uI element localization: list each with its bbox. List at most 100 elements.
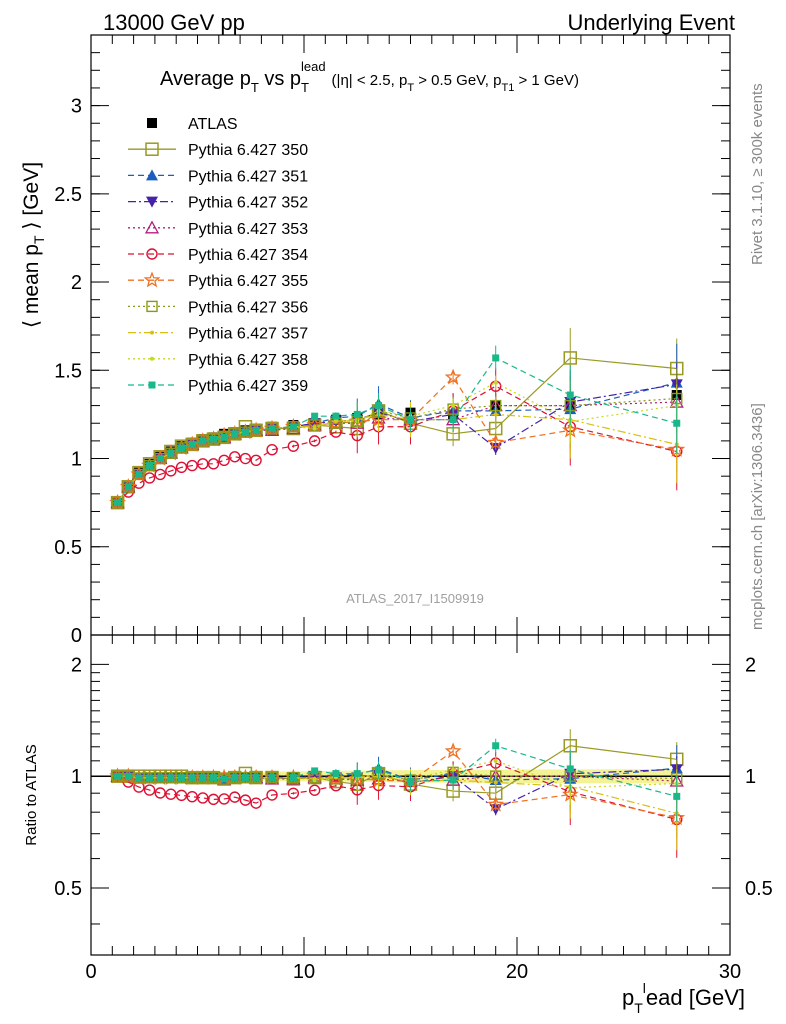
- title-vs: vs p: [259, 68, 301, 90]
- data-point: [250, 454, 262, 466]
- x-axis-label-sup: l: [643, 980, 646, 996]
- legend-label: Pythia 6.427 355: [188, 273, 308, 290]
- data-point: [332, 412, 340, 420]
- legend-label: Pythia 6.427 350: [188, 142, 308, 159]
- title-vs-sup: lead: [301, 59, 326, 74]
- data-point: [287, 440, 300, 452]
- ratio-point: [493, 780, 498, 785]
- y-axis-label-end: ⟩ [GeV]: [20, 162, 43, 236]
- data-point: [133, 468, 145, 481]
- legend-marker: [150, 330, 154, 335]
- ratio-tick-label-right: 0.5: [745, 878, 773, 900]
- ratio-axis-label: Ratio to ATLAS: [23, 744, 40, 845]
- y-tick-label: 1.5: [54, 360, 82, 382]
- ratio-point: [154, 787, 166, 799]
- data-point: [444, 368, 462, 385]
- data-point: [114, 499, 122, 507]
- legend-label: Pythia 6.427 354: [188, 247, 308, 264]
- data-point: [353, 410, 361, 418]
- title-cuts-end: > 1 GeV): [514, 72, 579, 89]
- data-point: [563, 351, 577, 365]
- legend-label: Pythia 6.427 358: [188, 352, 308, 369]
- data-point: [312, 426, 317, 431]
- x-axis-label-p: p: [622, 985, 634, 1010]
- axis-ticks: 0 10 20 30 0 0.5 1 1.5 2 2.5 3 0.5 0.5 1 1 2 2: [54, 35, 773, 983]
- data-point: [209, 435, 217, 443]
- chart-title: Average pT vs pTlead(|η| < 2.5, pT > 0.5…: [160, 59, 579, 95]
- ratio-point: [332, 770, 340, 778]
- title-vs-sub: T: [301, 80, 309, 95]
- ratio-point: [199, 774, 207, 782]
- ratio-tick-label: 1: [71, 766, 82, 788]
- data-point: [207, 458, 220, 470]
- y-axis-label: ⟨ mean pT ⟩ [GeV]: [20, 162, 47, 328]
- ratio-point: [353, 770, 361, 778]
- ratio-tick-label-right: 2: [745, 654, 756, 676]
- ratio-point: [289, 774, 297, 782]
- legend-marker: [146, 169, 158, 181]
- ratio-tick-label-right: 1: [745, 766, 756, 788]
- legend-marker: [148, 381, 156, 389]
- ratio-point: [287, 787, 300, 800]
- data-point: [673, 419, 681, 427]
- data-point: [178, 444, 186, 452]
- ratio-point: [229, 791, 241, 803]
- data-point: [143, 459, 156, 472]
- ratio-point: [493, 758, 498, 763]
- ratio-point: [407, 777, 414, 785]
- ratio-point: [135, 774, 143, 782]
- data-point: [199, 437, 207, 445]
- title-cuts: (|η| < 2.5, p: [332, 72, 408, 89]
- data-point: [186, 459, 198, 472]
- ratio-point: [487, 795, 505, 812]
- ratio-point: [231, 774, 239, 782]
- legend-marker: [146, 196, 158, 208]
- data-point: [165, 465, 177, 477]
- ratio-point: [241, 774, 249, 782]
- ratio-point: [266, 789, 278, 801]
- x-tick-label: 30: [719, 961, 741, 983]
- ratio-point: [186, 790, 198, 803]
- ratio-point: [311, 767, 319, 775]
- ratio-point: [673, 792, 681, 800]
- data-point: [311, 412, 319, 420]
- title-main-sub: T: [251, 80, 259, 95]
- data-point: [330, 426, 342, 438]
- data-point: [231, 430, 239, 438]
- ratio-point: [566, 765, 574, 773]
- x-tick-label: 10: [293, 961, 315, 983]
- ratio-tick-label: 2: [71, 654, 82, 676]
- ratio-point: [146, 774, 154, 782]
- y-tick-label: 2: [71, 272, 82, 294]
- rivet-label: Rivet 3.1.10, ≥ 300k events: [749, 83, 766, 265]
- data-point: [252, 426, 260, 434]
- title-cuts-mid: > 0.5 GeV, p: [414, 72, 501, 89]
- ratio-point: [197, 792, 209, 804]
- ratio-point: [312, 778, 317, 783]
- ratio-point: [449, 776, 457, 784]
- legend-marker: [146, 300, 158, 313]
- y-tick-label: 0.5: [54, 537, 82, 559]
- data-point: [135, 470, 143, 478]
- legend-label: Pythia 6.427 359: [188, 378, 308, 395]
- ratio-point: [492, 742, 500, 750]
- data-point: [241, 428, 249, 436]
- ratio-point: [252, 774, 260, 782]
- title-main: Average p: [160, 68, 251, 90]
- ratio-point: [308, 784, 321, 796]
- y-axis-label-sub: T: [31, 235, 47, 244]
- ratio-point: [268, 774, 276, 782]
- data-point: [167, 449, 175, 457]
- data-point: [375, 402, 383, 410]
- data-point: [218, 454, 230, 466]
- ratio-point: [451, 767, 456, 772]
- y-tick-label: 2.5: [54, 184, 82, 206]
- legend-label: Pythia 6.427 353: [188, 221, 308, 238]
- y-axis-label-main: ⟨ mean p: [20, 244, 43, 328]
- ratio-line: [117, 750, 677, 819]
- data-point: [308, 435, 321, 447]
- data-point: [175, 461, 188, 474]
- legend-label: Pythia 6.427 357: [188, 326, 308, 343]
- data-point: [407, 416, 414, 424]
